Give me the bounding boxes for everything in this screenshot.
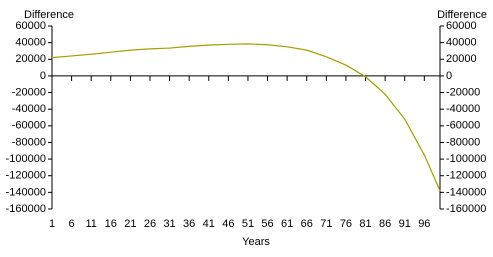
y-tick-label: -20000: [12, 86, 46, 98]
y2-tick-label: -80000: [446, 136, 480, 148]
y2-axis-title: Difference: [437, 9, 487, 21]
x-tick-label: 31: [163, 218, 175, 230]
y-axis-title: Difference: [24, 9, 74, 21]
y-tick-label: 0: [40, 70, 46, 82]
y-tick-label: -40000: [12, 103, 46, 115]
y2-tick-label: -140000: [446, 186, 486, 198]
x-tick-label: 76: [340, 218, 352, 230]
y-tick-label: 40000: [15, 37, 46, 49]
y2-tick-label: -120000: [446, 170, 486, 182]
y2-tick-label: 0: [446, 70, 452, 82]
x-tick-label: 61: [281, 218, 293, 230]
y-tick-label: -140000: [6, 186, 46, 198]
data-line: [51, 43, 441, 191]
y2-tick-label: -40000: [446, 103, 480, 115]
x-tick-label: 96: [418, 218, 430, 230]
y2-tick-label: -160000: [446, 203, 486, 215]
y2-tick-label: 60000: [446, 20, 477, 32]
x-tick-label: 91: [399, 218, 411, 230]
y2-tick-label: 40000: [446, 37, 477, 49]
x-tick-label: 36: [183, 218, 195, 230]
x-tick-label: 51: [242, 218, 254, 230]
x-axis-title: Years: [242, 236, 270, 248]
x-tick-label: 71: [320, 218, 332, 230]
y-tick-label: -100000: [6, 153, 46, 165]
x-tick-label: 11: [85, 218, 96, 230]
y2-tick-label: -60000: [446, 120, 480, 132]
x-tick-label: 6: [69, 218, 75, 230]
x-tick-label: 86: [379, 218, 391, 230]
x-tick-label: 66: [301, 218, 313, 230]
y2-tick-label: -20000: [446, 86, 480, 98]
y-tick-label: -160000: [6, 203, 46, 215]
x-tick-label: 21: [124, 218, 136, 230]
y2-tick-label: 20000: [446, 53, 477, 65]
y-tick-label: 60000: [15, 20, 46, 32]
y2-tick-label: -100000: [446, 153, 486, 165]
x-tick-label: 41: [203, 218, 215, 230]
y-tick-label: -80000: [12, 136, 46, 148]
x-tick-label: 26: [144, 218, 156, 230]
x-tick-label: 56: [261, 218, 273, 230]
y-tick-label: 20000: [15, 53, 46, 65]
x-tick-label: 1: [49, 218, 55, 230]
x-tick-label: 81: [359, 218, 371, 230]
x-tick-label: 46: [222, 218, 234, 230]
y-tick-label: -60000: [12, 120, 46, 132]
y-tick-label: -120000: [6, 170, 46, 182]
x-tick-label: 16: [105, 218, 117, 230]
